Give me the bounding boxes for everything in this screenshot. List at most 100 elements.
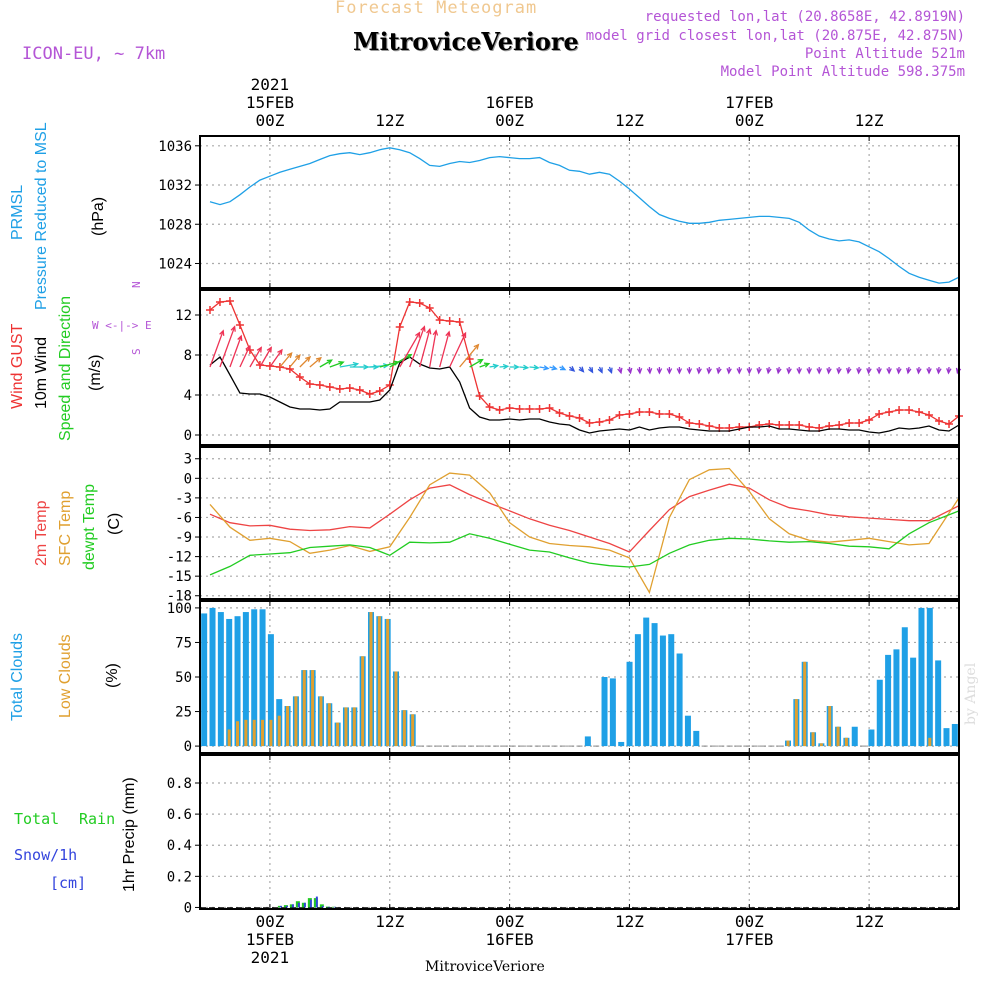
rain-bar: [319, 904, 324, 908]
wind-arrowhead: [477, 358, 484, 365]
total-cloud-bar: [609, 678, 616, 747]
total-cloud-bar: [217, 612, 224, 747]
low-cloud-bar: [277, 715, 281, 747]
snow-bar: [285, 905, 288, 908]
wind-arrowhead: [326, 359, 333, 365]
clouds-label-low: Low Clouds: [57, 634, 74, 718]
low-cloud-bar: [811, 732, 815, 747]
temp-dewpt-line: [209, 510, 960, 576]
wind-arrowhead: [305, 355, 312, 362]
y-tick-label: 4: [184, 388, 192, 404]
wind-arrowhead: [578, 366, 585, 373]
bottom-location: MitroviceVeriore: [425, 959, 545, 975]
y-tick-label: 0: [184, 739, 192, 755]
pressure-label-desc: Pressure Reduced to MSL: [33, 122, 50, 310]
top-label-date: 17FEB: [725, 93, 774, 112]
wind-arrowhead: [338, 360, 345, 367]
total-cloud-bar: [926, 607, 933, 747]
wind-arrowhead: [716, 367, 722, 375]
total-cloud-bar: [209, 607, 216, 747]
wind-arrowhead: [876, 368, 882, 375]
total-cloud-bar: [259, 609, 266, 747]
wind-arrowhead: [736, 368, 743, 375]
y-tick-label: 3: [184, 452, 192, 468]
wind-arrowhead: [816, 368, 822, 375]
precip-axis-label: 1hr Precip (mm): [121, 777, 138, 892]
top-label-hour: 12Z: [614, 111, 644, 130]
total-cloud-bar: [943, 728, 950, 747]
wind-arrowhead: [656, 368, 663, 375]
y-tick-label: -15: [167, 569, 192, 585]
y-tick-label: 0: [184, 428, 192, 444]
wind-arrowhead: [916, 368, 922, 375]
total-cloud-bar: [618, 741, 625, 747]
wind-arrowhead: [846, 367, 852, 375]
low-cloud-bar: [311, 670, 315, 747]
top-label-t18: 12Z: [350, 112, 430, 130]
wind-arrowhead: [806, 368, 812, 375]
temp-label-2m: 2m Temp: [33, 500, 50, 566]
y-tick-label: 1024: [158, 256, 192, 272]
data-layer: [200, 147, 963, 909]
total-cloud-bar: [876, 679, 883, 747]
pressure-line: [209, 147, 960, 284]
total-cloud-bar: [918, 607, 925, 747]
low-cloud-bar: [227, 729, 231, 747]
wind-arrowhead: [946, 368, 952, 375]
wind-arrowhead: [706, 368, 712, 375]
wind-arrowhead: [406, 353, 413, 360]
low-cloud-bar: [377, 616, 381, 747]
bottom-label-t30: 00Z 16FEB: [470, 913, 550, 949]
snow-bar: [333, 906, 336, 908]
compass-north: N: [130, 281, 143, 288]
precip-label-rain: Rain: [79, 810, 116, 828]
wind-arrowhead: [473, 343, 480, 350]
wind-arrow: [249, 347, 262, 368]
top-label-hour: 00Z: [495, 111, 525, 130]
requested-coords: requested lon,lat (20.8658E, 42.8919N): [644, 9, 965, 25]
total-cloud-bar: [668, 634, 675, 747]
wind-arrow: [339, 363, 358, 368]
low-cloud-bar: [402, 710, 406, 747]
bottom-label-date: 17FEB: [725, 930, 774, 949]
y-tick-label: 0.4: [167, 838, 192, 854]
total-cloud-bar: [910, 657, 917, 747]
wind-arrowhead: [245, 344, 251, 352]
y-tick-label: 0.2: [167, 869, 192, 885]
wind-arrow: [219, 326, 236, 368]
y-tick-label: 1028: [158, 217, 192, 233]
top-label-hour: 12Z: [854, 111, 884, 130]
top-label-year: 2021: [250, 75, 290, 94]
low-cloud-bar: [394, 671, 398, 747]
wind-arrowhead: [432, 329, 439, 336]
top-label-t42: 12Z: [589, 112, 669, 130]
bottom-label-hour: 12Z: [854, 912, 884, 931]
wind-arrowhead: [766, 367, 772, 375]
wind-arrowhead: [426, 327, 432, 335]
pressure-units: (hPa): [90, 196, 107, 236]
y-tick-label: -9: [175, 530, 192, 546]
wind-arrowhead: [420, 325, 426, 332]
bottom-label-t54: 00Z 17FEB: [709, 913, 789, 949]
temp-label-dewpt: dewpt Temp: [81, 484, 98, 570]
low-cloud-bar: [319, 696, 323, 747]
low-cloud-bar: [828, 706, 832, 747]
wind-arrowhead: [461, 331, 467, 339]
top-label-t66: 12Z: [829, 112, 909, 130]
wind-arrow: [479, 363, 490, 368]
closest-coords: model grid closest lon,lat (20.875E, 42.…: [585, 28, 965, 44]
low-cloud-bar: [336, 722, 340, 747]
low-cloud-bar: [386, 618, 390, 747]
low-cloud-bar: [786, 740, 790, 747]
bottom-label-hour: 00Z: [734, 912, 764, 931]
snow-bar: [315, 896, 318, 908]
y-tick-label: 75: [175, 635, 192, 651]
total-cloud-bar: [234, 616, 241, 747]
wind-arrowhead: [646, 368, 653, 375]
wind-arrowhead: [866, 368, 872, 375]
snow-bar: [309, 899, 312, 908]
wind-arrow: [299, 356, 311, 368]
total-cloud-bar: [676, 653, 683, 747]
total-cloud-bar: [868, 729, 875, 747]
